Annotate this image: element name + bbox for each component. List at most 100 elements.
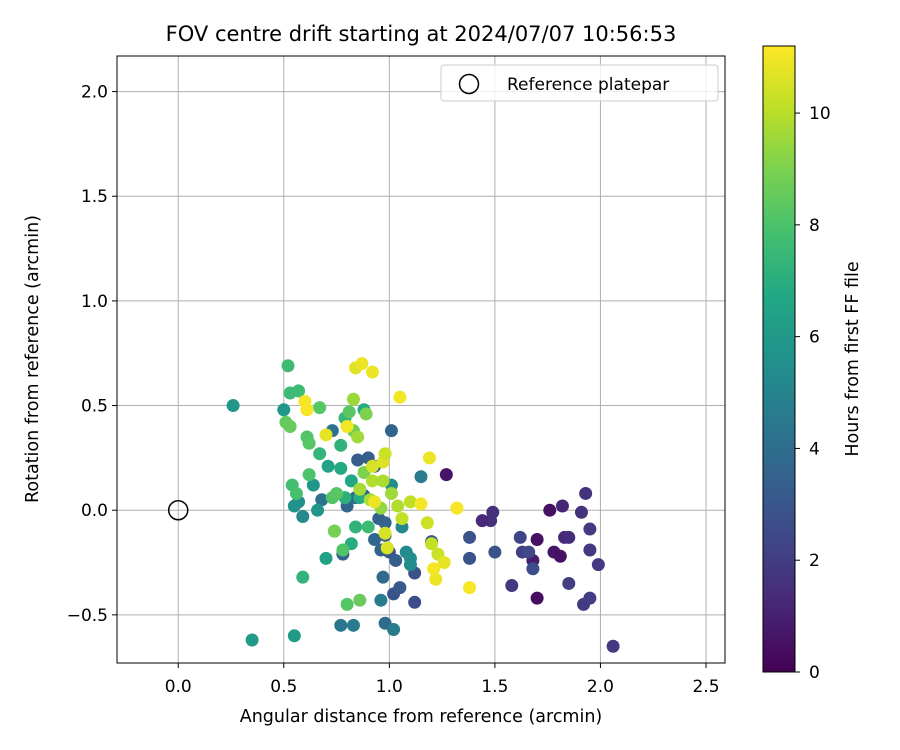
scatter-point bbox=[384, 486, 398, 500]
scatter-point bbox=[287, 499, 301, 513]
y-tick-label-1: 0.0 bbox=[81, 501, 108, 521]
y-tick-label-5: 2.0 bbox=[81, 83, 108, 103]
scatter-point bbox=[393, 390, 407, 404]
scatter-point bbox=[365, 474, 379, 488]
scatter-point bbox=[334, 461, 348, 475]
scatter-point bbox=[306, 478, 320, 492]
scatter-point bbox=[351, 430, 365, 444]
scatter-point bbox=[359, 407, 373, 421]
scatter-point bbox=[319, 551, 333, 565]
colorbar-tick-label-4: 8 bbox=[809, 216, 820, 236]
scatter-point bbox=[296, 509, 310, 523]
colorbar-label: Hours from first FF file bbox=[843, 261, 863, 456]
scatter-point bbox=[384, 424, 398, 438]
x-tick-label-5: 2.5 bbox=[692, 677, 719, 697]
colorbar-tick-label-3: 6 bbox=[809, 328, 820, 348]
colorbar-tick-label-1: 2 bbox=[809, 551, 820, 571]
scatter-point bbox=[378, 526, 392, 540]
colorbar: 0 2 4 6 8 10 Hours from first FF file bbox=[762, 45, 863, 683]
scatter-point bbox=[530, 533, 544, 547]
scatter-point bbox=[292, 384, 306, 398]
scatter-point bbox=[336, 543, 350, 557]
colorbar-gradient bbox=[762, 45, 796, 673]
legend-entry-reference-platepar: Reference platepar bbox=[507, 75, 669, 95]
scatter-point bbox=[353, 593, 367, 607]
scatter-point bbox=[327, 524, 341, 538]
y-tick-label-4: 1.5 bbox=[81, 187, 108, 207]
plot-area: 0.0 0.5 1.0 1.5 2.0 2.5 −0.5 0.0 0.5 1.0 1.5 2.0 bbox=[67, 55, 726, 697]
scatter-point bbox=[351, 453, 365, 467]
scatter-point bbox=[346, 618, 360, 632]
scatter-point bbox=[340, 597, 354, 611]
scatter-point bbox=[387, 623, 401, 637]
scatter-point bbox=[342, 405, 356, 419]
colorbar-tick-label-5: 10 bbox=[809, 104, 831, 124]
colorbar-tick-label-2: 4 bbox=[809, 439, 820, 459]
scatter-point bbox=[475, 514, 489, 528]
scatter-point bbox=[302, 468, 316, 482]
scatter-point bbox=[376, 474, 390, 488]
scatter-point bbox=[583, 522, 597, 536]
scatter-point bbox=[378, 516, 392, 530]
x-tick-label-2: 1.0 bbox=[376, 677, 403, 697]
scatter-point bbox=[334, 438, 348, 452]
scatter-point bbox=[368, 495, 382, 509]
scatter-point bbox=[555, 499, 569, 513]
scatter-point bbox=[463, 530, 477, 544]
scatter-point bbox=[591, 558, 605, 572]
scatter-point bbox=[380, 541, 394, 555]
scatter-point bbox=[530, 591, 544, 605]
scatter-point bbox=[349, 520, 363, 534]
scatter-point bbox=[437, 556, 451, 570]
scatter-point bbox=[427, 562, 441, 576]
x-tick-label-4: 2.0 bbox=[587, 677, 614, 697]
legend: Reference platepar bbox=[440, 64, 719, 102]
scatter-point bbox=[311, 503, 325, 517]
scatter-point bbox=[226, 399, 240, 413]
scatter-point bbox=[289, 486, 303, 500]
scatter-point bbox=[287, 629, 301, 643]
scatter-point bbox=[574, 505, 588, 519]
legend-marker-icon bbox=[458, 73, 480, 95]
scatter-point bbox=[361, 520, 375, 534]
scatter-point bbox=[429, 572, 443, 586]
scatter-point bbox=[296, 570, 310, 584]
scatter-point bbox=[425, 537, 439, 551]
x-tick-label-3: 1.5 bbox=[481, 677, 508, 697]
x-axis-ticks: 0.0 0.5 1.0 1.5 2.0 2.5 bbox=[165, 663, 720, 697]
scatter-point bbox=[376, 570, 390, 584]
scatter-point bbox=[526, 562, 540, 576]
y-tick-label-0: −0.5 bbox=[67, 606, 108, 626]
scatter-point bbox=[522, 545, 536, 559]
scatter-point bbox=[439, 468, 453, 482]
scatter-point bbox=[583, 591, 597, 605]
scatter-point bbox=[579, 486, 593, 500]
scatter-point bbox=[302, 436, 316, 450]
scatter-point bbox=[393, 581, 407, 595]
colorbar-tick-label-0: 0 bbox=[809, 663, 820, 683]
scatter-point bbox=[403, 495, 417, 509]
scatter-point bbox=[562, 576, 576, 590]
scatter-point bbox=[562, 530, 576, 544]
legend-box bbox=[440, 64, 719, 102]
scatter-point bbox=[374, 593, 388, 607]
plot-frame bbox=[117, 56, 725, 663]
scatter-point bbox=[414, 470, 428, 484]
scatter-point bbox=[463, 551, 477, 565]
scatter-point bbox=[313, 447, 327, 461]
scatter-point bbox=[283, 419, 297, 433]
scatter-point bbox=[463, 581, 477, 595]
scatter-points bbox=[226, 357, 620, 653]
scatter-point bbox=[488, 545, 502, 559]
x-tick-label-1: 0.5 bbox=[270, 677, 297, 697]
scatter-point bbox=[300, 403, 314, 417]
scatter-point bbox=[505, 579, 519, 593]
y-axis-ticks: −0.5 0.0 0.5 1.0 1.5 2.0 bbox=[67, 83, 117, 626]
y-tick-label-3: 1.0 bbox=[81, 292, 108, 312]
scatter-point bbox=[315, 493, 329, 507]
x-tick-label-0: 0.0 bbox=[165, 677, 192, 697]
scatter-point bbox=[408, 595, 422, 609]
scatter-point bbox=[277, 403, 291, 417]
scatter-point bbox=[330, 486, 344, 500]
